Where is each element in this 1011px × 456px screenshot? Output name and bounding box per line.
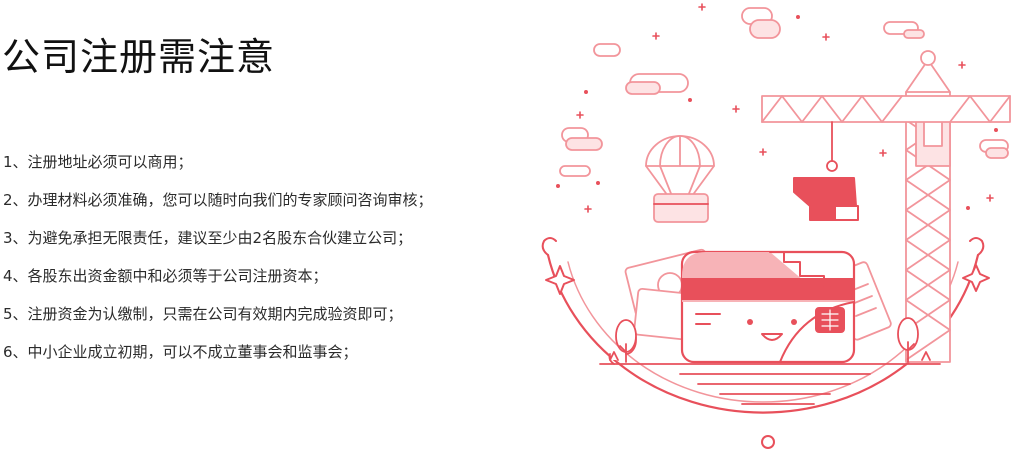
- page-title: 公司注册需注意: [2, 35, 276, 79]
- notes-list: 1、注册地址必须可以商用； 2、办理材料必须准确，您可以随时向我们的专家顾问咨询…: [3, 143, 433, 371]
- crane-icon: [761, 50, 1011, 363]
- sparkle-icon: [545, 264, 990, 295]
- note-item: 3、为避免承担无限责任，建议至少由2名股东合伙建立公司；: [3, 229, 413, 247]
- card-mascot-icon: [680, 250, 856, 364]
- ground-lines: [599, 353, 941, 405]
- cargo-block: [793, 177, 859, 221]
- note-item: 6、中小企业成立初期，可以不成立董事会和监事会；: [3, 343, 358, 361]
- decor-dots: [555, 3, 998, 213]
- cloud-icon: [559, 7, 1009, 177]
- tree-icon: [609, 317, 931, 363]
- note-item: 2、办理材料必须准确，您可以随时向我们的专家顾问咨询审核；: [3, 191, 433, 209]
- card-crane-illustration: [530, 0, 1011, 452]
- note-item: 5、注册资金为认缴制，只需在公司有效期内完成验资即可；: [3, 305, 403, 323]
- note-item: 1、注册地址必须可以商用；: [3, 153, 193, 171]
- parachute-icon: [645, 135, 715, 223]
- note-item: 4、各股东出资金额中和必须等于公司注册资本；: [3, 267, 328, 285]
